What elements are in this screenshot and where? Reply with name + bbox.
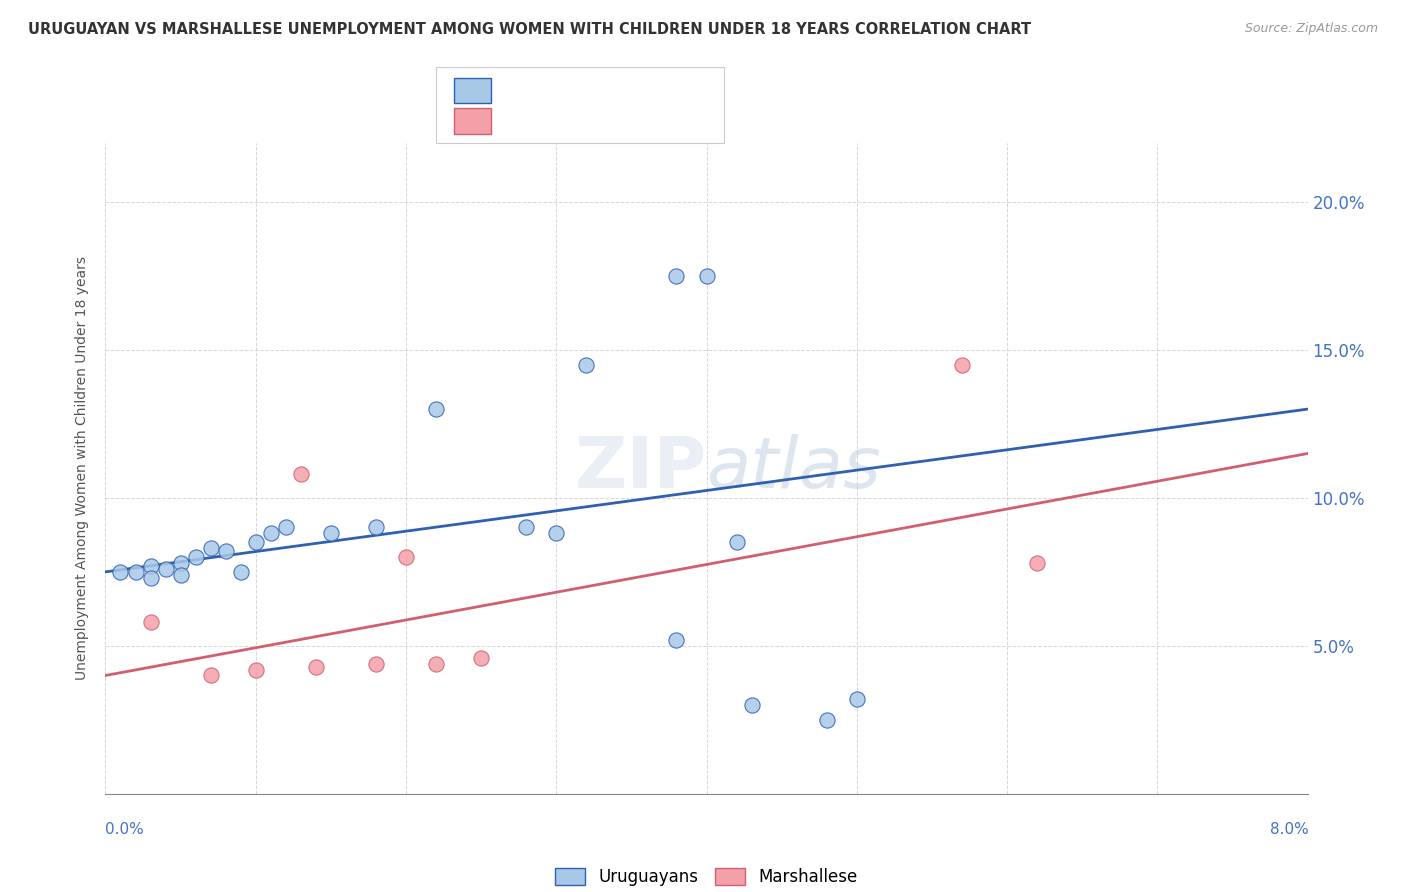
- Point: [169, 567, 191, 582]
- Point: [395, 550, 418, 565]
- Text: URUGUAYAN VS MARSHALLESE UNEMPLOYMENT AMONG WOMEN WITH CHILDREN UNDER 18 YEARS C: URUGUAYAN VS MARSHALLESE UNEMPLOYMENT AM…: [28, 22, 1031, 37]
- Legend: Uruguayans, Marshallese: Uruguayans, Marshallese: [555, 868, 858, 887]
- Point: [425, 402, 447, 417]
- Point: [245, 535, 267, 549]
- Text: atlas: atlas: [707, 434, 882, 503]
- Point: [139, 558, 162, 574]
- Point: [169, 556, 191, 570]
- Text: N =: N =: [598, 83, 634, 97]
- Text: R =: R =: [502, 83, 537, 97]
- Point: [845, 692, 868, 706]
- Point: [815, 713, 838, 727]
- Point: [200, 541, 222, 556]
- Point: [470, 650, 492, 665]
- Point: [1026, 556, 1049, 570]
- Point: [139, 571, 162, 585]
- Y-axis label: Unemployment Among Women with Children Under 18 years: Unemployment Among Women with Children U…: [76, 256, 90, 681]
- Point: [229, 565, 252, 579]
- Point: [725, 535, 748, 549]
- Point: [364, 657, 387, 671]
- Point: [139, 615, 162, 630]
- Point: [184, 550, 207, 565]
- Point: [200, 668, 222, 682]
- Text: 0.318: 0.318: [541, 83, 592, 97]
- Text: 11: 11: [637, 113, 659, 128]
- Text: N =: N =: [598, 113, 634, 128]
- Text: ZIP: ZIP: [574, 434, 707, 503]
- Point: [364, 520, 387, 534]
- Text: 0.0%: 0.0%: [105, 822, 145, 837]
- Point: [290, 467, 312, 482]
- Text: 8.0%: 8.0%: [1270, 822, 1309, 837]
- Point: [425, 657, 447, 671]
- Point: [546, 526, 568, 541]
- Point: [515, 520, 537, 534]
- Point: [665, 268, 688, 283]
- Text: 20: 20: [637, 83, 659, 97]
- Text: 0.625: 0.625: [541, 113, 592, 128]
- Point: [665, 632, 688, 647]
- Point: [305, 659, 328, 673]
- Point: [214, 544, 236, 558]
- Point: [110, 565, 132, 579]
- Point: [124, 565, 146, 579]
- Point: [741, 698, 763, 712]
- Text: R =: R =: [502, 113, 537, 128]
- Point: [575, 358, 598, 372]
- Point: [319, 526, 342, 541]
- Point: [950, 358, 973, 372]
- Point: [260, 526, 283, 541]
- Text: Source: ZipAtlas.com: Source: ZipAtlas.com: [1244, 22, 1378, 36]
- Point: [696, 268, 718, 283]
- Point: [245, 663, 267, 677]
- Point: [155, 562, 177, 576]
- Point: [274, 520, 297, 534]
